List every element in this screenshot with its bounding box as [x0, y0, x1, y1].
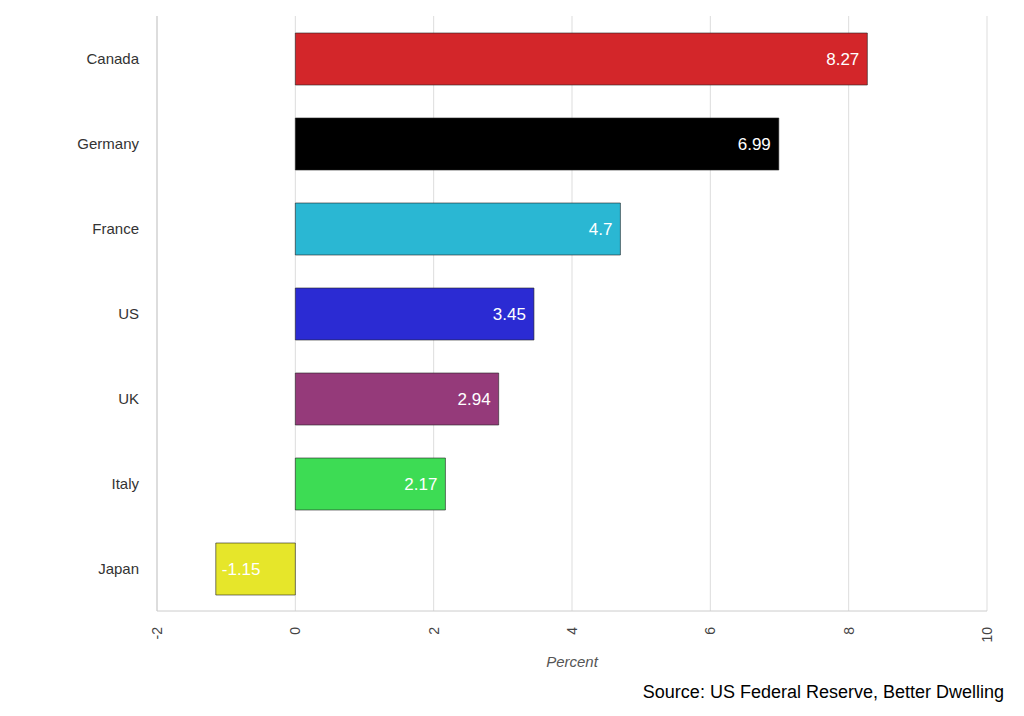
svg-text:Italy: Italy: [111, 475, 139, 492]
svg-text:2.94: 2.94: [458, 390, 491, 409]
svg-text:UK: UK: [118, 390, 139, 407]
html-text:Source: US Federal Reserve, Be: Source: US Federal Reserve, Better Dwell…: [642, 682, 1004, 702]
svg-text:8.27: 8.27: [826, 50, 859, 69]
svg-text:France: France: [92, 220, 139, 237]
svg-text:-1.15: -1.15: [222, 560, 261, 579]
svg-text:8: 8: [841, 627, 857, 635]
svg-text:US: US: [118, 305, 139, 322]
svg-text:2.17: 2.17: [404, 475, 437, 494]
svg-text:0: 0: [287, 627, 303, 635]
svg-text:6.99: 6.99: [738, 135, 771, 154]
svg-text:6: 6: [702, 627, 718, 635]
svg-text:10: 10: [979, 627, 995, 643]
svg-text:4: 4: [564, 627, 580, 635]
svg-text:-2: -2: [149, 627, 165, 640]
svg-text:Percent: Percent: [546, 653, 599, 670]
svg-text:Japan: Japan: [98, 560, 139, 577]
svg-text:Canada: Canada: [86, 50, 139, 67]
svg-text:Germany: Germany: [77, 135, 139, 152]
svg-text:3.45: 3.45: [493, 305, 526, 324]
svg-text:2: 2: [426, 627, 442, 635]
svg-text:4.7: 4.7: [589, 220, 613, 239]
